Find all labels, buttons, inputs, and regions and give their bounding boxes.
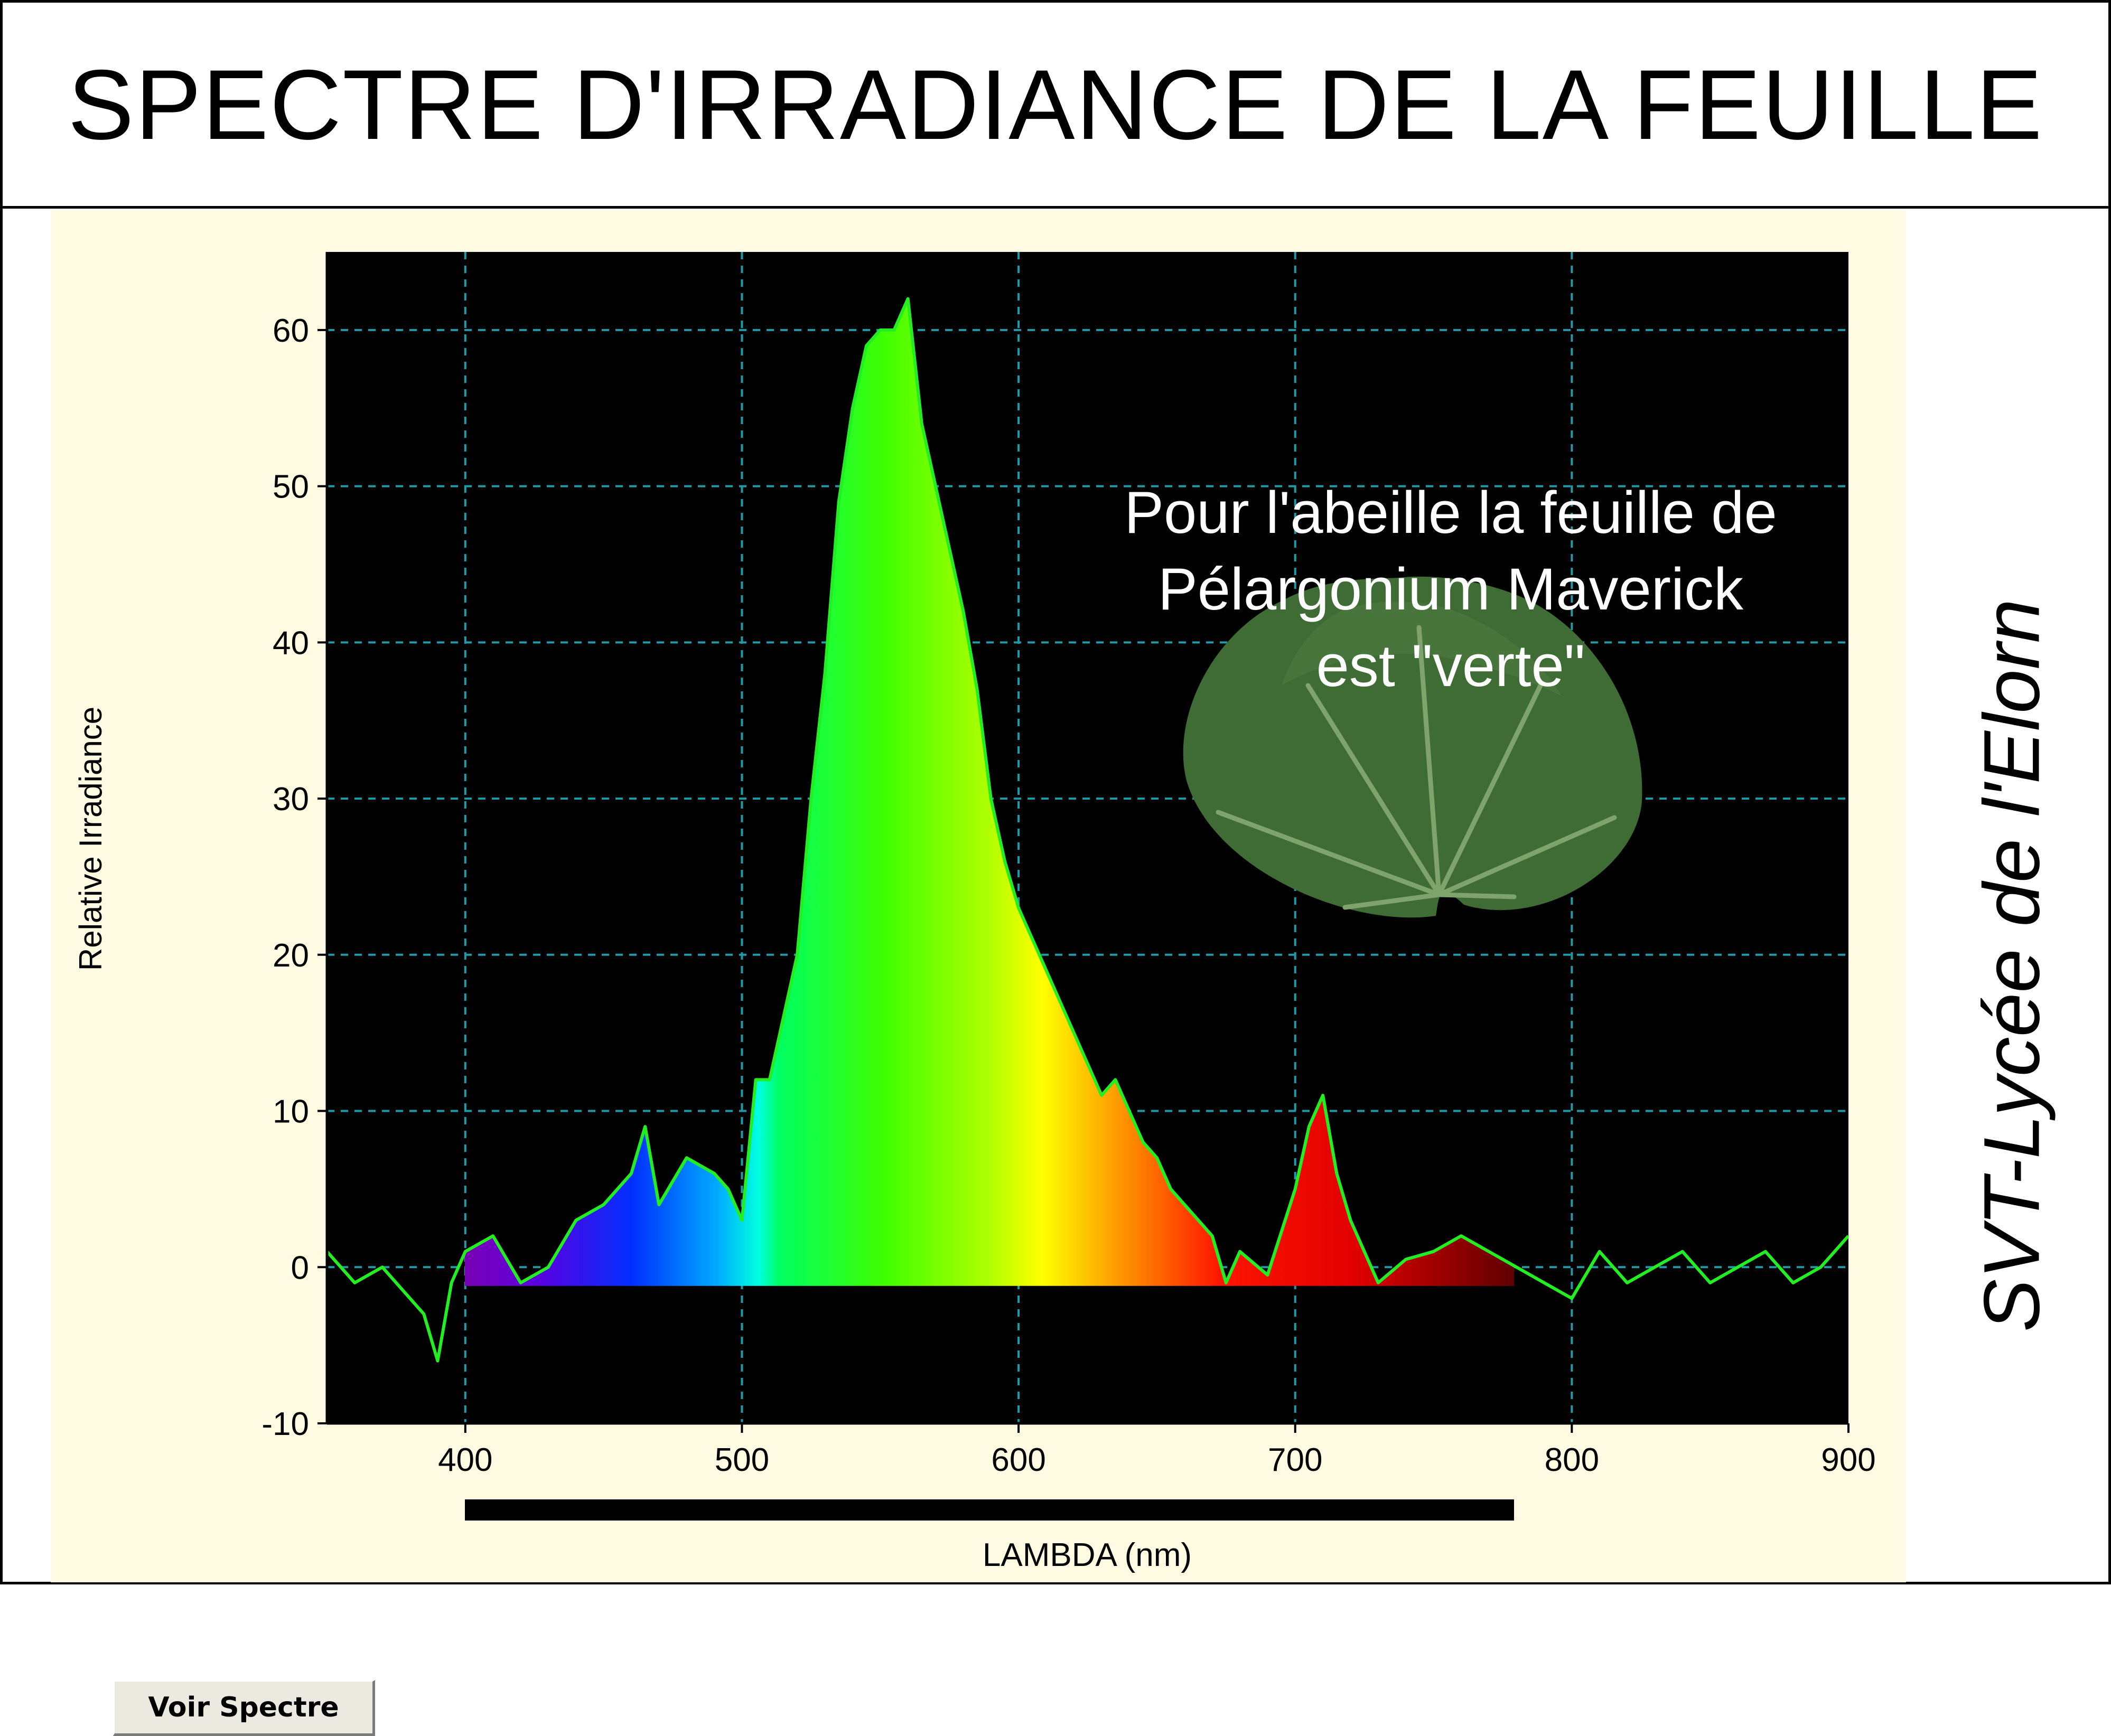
spectrum-chart: 400 500 600 700 800 900 -10 0 10 20 30 40 50 60 LAMBD… — [73, 252, 1876, 1573]
y-axis-label: Relative Irradiance — [73, 707, 108, 971]
y-tick-label: 30 — [273, 781, 309, 818]
y-tick-label: 40 — [273, 625, 309, 661]
credit-text: SVT-Lycée de l'Elorn — [1967, 599, 2056, 1332]
annotation-line: Pélargonium Maverick — [1158, 556, 1743, 622]
y-tick-label: 50 — [273, 469, 309, 505]
annotation-text: Pour l'abeille la feuille de Pélargonium… — [970, 474, 1931, 704]
y-tick-label: 10 — [273, 1094, 309, 1130]
annotation-line: est "verte" — [1316, 633, 1585, 699]
y-tick-label: 20 — [273, 937, 309, 974]
y-tick-label: 0 — [291, 1250, 309, 1286]
y-tick-label: -10 — [261, 1406, 309, 1442]
title-bar: SPECTRE D'IRRADIANCE DE LA FEUILLE — [0, 0, 2111, 209]
x-tick-label: 500 — [715, 1442, 769, 1478]
voir-spectre-button[interactable]: Voir Spectre — [113, 1680, 375, 1736]
annotation-line: Pour l'abeille la feuille de — [1124, 480, 1777, 546]
x-tick-label: 900 — [1821, 1442, 1875, 1478]
pelargonium-leaf-icon — [1183, 576, 1642, 918]
y-tick-label: 60 — [273, 313, 309, 349]
visible-band-bar — [465, 1499, 1514, 1521]
x-tick-label: 600 — [991, 1442, 1045, 1478]
x-tick-label: 800 — [1545, 1442, 1599, 1478]
x-tick-label: 700 — [1268, 1442, 1322, 1478]
axes — [325, 252, 1848, 1425]
axis-ticks: 400 500 600 700 800 900 -10 0 10 20 30 40 50 60 — [261, 313, 1875, 1478]
page-title: SPECTRE D'IRRADIANCE DE LA FEUILLE — [68, 49, 2043, 160]
irradiance-curve — [327, 297, 1848, 1363]
x-axis-label: LAMBDA (nm) — [983, 1537, 1192, 1573]
chart-panel: 400 500 600 700 800 900 -10 0 10 20 30 40 50 60 LAMBD… — [51, 210, 1906, 1736]
x-tick-label: 400 — [438, 1442, 492, 1478]
credit-column: SVT-Lycée de l'Elorn — [1912, 210, 2111, 1582]
